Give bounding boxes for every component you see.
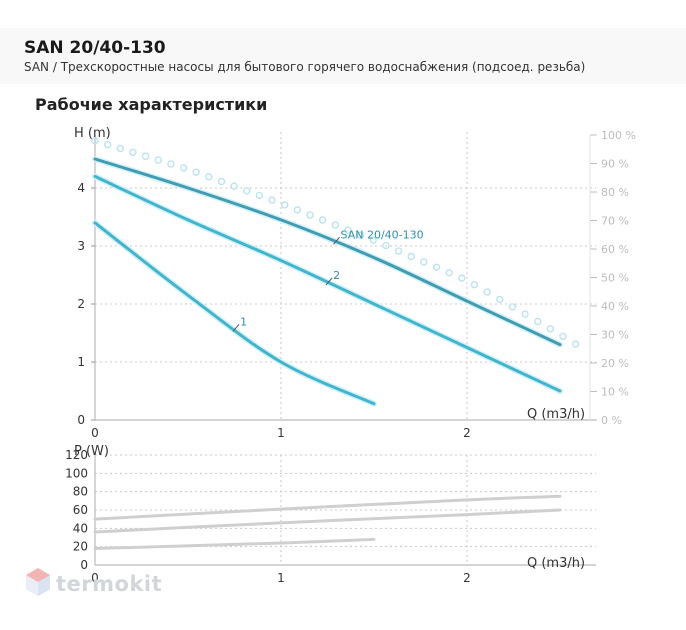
speed-curve-1 xyxy=(93,221,376,406)
y-tick-label: 4 xyxy=(77,181,85,195)
right-axis-tick-label: 10 % xyxy=(601,386,629,399)
efficiency-point xyxy=(179,164,188,172)
efficiency-point xyxy=(382,241,390,250)
efficiency-point xyxy=(230,182,238,190)
efficiency-point xyxy=(306,211,314,219)
efficiency-point xyxy=(571,340,580,348)
right-axis-tick-label: 100 % xyxy=(601,129,636,142)
efficiency-point xyxy=(167,160,175,168)
p-y-tick-label: 0 xyxy=(80,558,88,572)
efficiency-point xyxy=(243,187,251,195)
y-tick-label: 1 xyxy=(77,355,85,369)
right-axis-tick-label: 80 % xyxy=(601,186,629,199)
x-tick-label: 0 xyxy=(91,426,99,440)
speed-curve-2 xyxy=(93,174,562,393)
efficiency-point xyxy=(205,173,213,181)
efficiency-point xyxy=(407,252,415,261)
termokit-logo-icon xyxy=(26,568,50,596)
efficiency-point xyxy=(420,258,428,266)
curve-label-leader xyxy=(325,277,333,286)
p-y-tick-label: 100 xyxy=(65,466,88,480)
p-y-tick-label: 20 xyxy=(73,540,88,554)
right-axis-tick-label: 20 % xyxy=(601,357,629,370)
p-x-tick-label: 1 xyxy=(277,571,285,585)
curve-halo xyxy=(92,219,377,407)
efficiency-point xyxy=(268,196,276,204)
y-axis-label: H (m) xyxy=(74,126,111,141)
efficiency-point xyxy=(521,310,529,318)
efficiency-point xyxy=(318,216,327,224)
curve-label: 2 xyxy=(333,269,340,282)
x-tick-label: 1 xyxy=(277,426,285,440)
efficiency-point xyxy=(458,274,466,282)
curve-label: 1 xyxy=(240,315,247,328)
efficiency-point xyxy=(192,168,200,176)
efficiency-point xyxy=(533,317,542,326)
p-y-tick-label: 40 xyxy=(73,521,88,535)
power-curve-3 xyxy=(93,494,562,521)
right-axis-tick-label: 70 % xyxy=(601,215,629,228)
efficiency-point xyxy=(141,152,150,160)
p-y-tick-label: 120 xyxy=(65,448,88,462)
p-y-axis-label: P (W) xyxy=(74,444,109,459)
speed-curve-san2040130 xyxy=(93,157,562,347)
efficiency-point xyxy=(217,177,226,186)
p-x-axis-label: Q (m3/h) xyxy=(527,556,585,571)
page-subtitle: SAN / Трехскоростные насосы для бытового… xyxy=(24,60,586,74)
curve-label-leader xyxy=(232,323,240,332)
efficiency-point xyxy=(559,332,567,341)
right-axis-tick-label: 0 % xyxy=(601,414,622,427)
header-band xyxy=(0,28,686,84)
efficiency-point xyxy=(344,226,352,234)
brand-logo-text: termokit xyxy=(56,572,163,596)
p-x-tick-label: 2 xyxy=(463,571,471,585)
efficiency-point xyxy=(508,303,517,311)
efficiency-point xyxy=(293,206,302,214)
efficiency-point xyxy=(281,201,289,209)
right-axis-tick-label: 30 % xyxy=(601,329,629,342)
curve-label: SAN 20/40-130 xyxy=(341,228,424,241)
page-title: SAN 20/40-130 xyxy=(24,38,166,58)
efficiency-point xyxy=(369,236,377,244)
efficiency-point xyxy=(116,144,124,153)
efficiency-point xyxy=(546,325,555,333)
right-axis-tick-label: 50 % xyxy=(601,272,629,285)
curve-label-leader xyxy=(333,236,340,245)
efficiency-point xyxy=(496,295,504,304)
efficiency-point xyxy=(445,268,453,277)
efficiency-point xyxy=(255,191,264,200)
power-curve-1 xyxy=(93,537,376,550)
p-y-tick-label: 80 xyxy=(73,485,88,499)
efficiency-point xyxy=(331,221,340,229)
y-tick-label: 2 xyxy=(77,297,85,311)
p-y-tick-label: 60 xyxy=(73,503,88,517)
efficiency-point xyxy=(394,247,403,255)
x-axis-label: Q (m3/h) xyxy=(527,407,585,422)
right-axis-tick-label: 90 % xyxy=(601,158,629,171)
y-tick-label: 0 xyxy=(77,413,85,427)
y-tick-label: 3 xyxy=(77,239,85,253)
curve-halo xyxy=(92,156,563,348)
right-axis-tick-label: 60 % xyxy=(601,243,629,256)
efficiency-point xyxy=(470,280,479,289)
efficiency-point xyxy=(154,156,162,164)
x-tick-label: 2 xyxy=(463,426,471,440)
efficiency-point xyxy=(91,136,99,145)
p-x-tick-label: 0 xyxy=(91,571,99,585)
section-heading: Рабочие характеристики xyxy=(35,95,268,114)
efficiency-point xyxy=(432,263,441,271)
efficiency-point xyxy=(483,288,491,296)
efficiency-point xyxy=(356,231,365,239)
right-axis-tick-label: 40 % xyxy=(601,300,629,313)
power-curve-2 xyxy=(93,508,562,534)
efficiency-point xyxy=(129,148,137,157)
efficiency-point xyxy=(103,140,112,149)
